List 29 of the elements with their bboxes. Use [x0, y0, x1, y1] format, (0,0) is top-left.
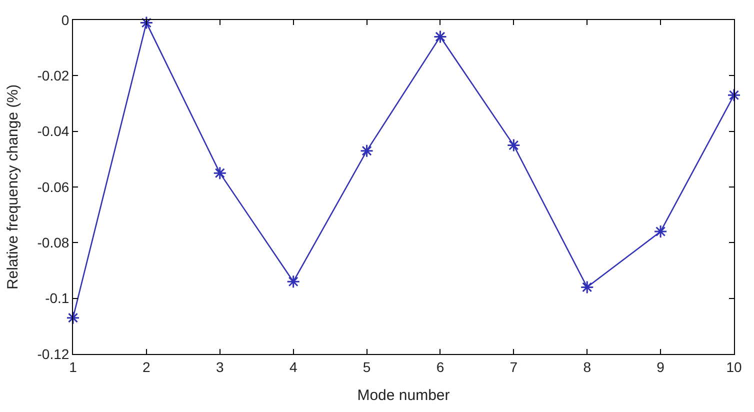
x-tick-label: 1 — [69, 358, 78, 375]
x-tick-label: 7 — [510, 358, 518, 375]
y-tick-label: -0.08 — [37, 234, 70, 251]
point — [140, 16, 154, 30]
x-tick-label: 8 — [583, 358, 592, 375]
x-tick-label: 4 — [289, 358, 298, 375]
point — [286, 274, 300, 288]
y-tick-label: 0 — [61, 12, 70, 28]
point — [580, 280, 594, 294]
x-tick-label: 2 — [142, 358, 151, 375]
point — [66, 311, 80, 325]
y-tick-label: -0.1 — [45, 290, 70, 306]
y-axis-title: Relative frequency change (%) — [4, 84, 22, 290]
y-tick-label: -0.04 — [37, 123, 70, 140]
point — [727, 88, 741, 102]
point — [433, 30, 447, 44]
x-tick-label: 10 — [726, 358, 742, 375]
point — [654, 224, 668, 238]
x-tick-label: 9 — [656, 358, 665, 375]
x-tick-label: 3 — [216, 358, 224, 375]
point — [213, 166, 227, 180]
x-axis-title: Mode number — [357, 386, 450, 404]
x-tick-label: 5 — [362, 358, 371, 375]
y-tick-label: -0.12 — [37, 346, 70, 362]
x-tick-label: 6 — [436, 358, 444, 375]
y-tick-label: -0.06 — [37, 178, 70, 195]
point — [360, 144, 374, 158]
point — [506, 138, 520, 152]
y-tick-label: -0.02 — [37, 68, 70, 84]
